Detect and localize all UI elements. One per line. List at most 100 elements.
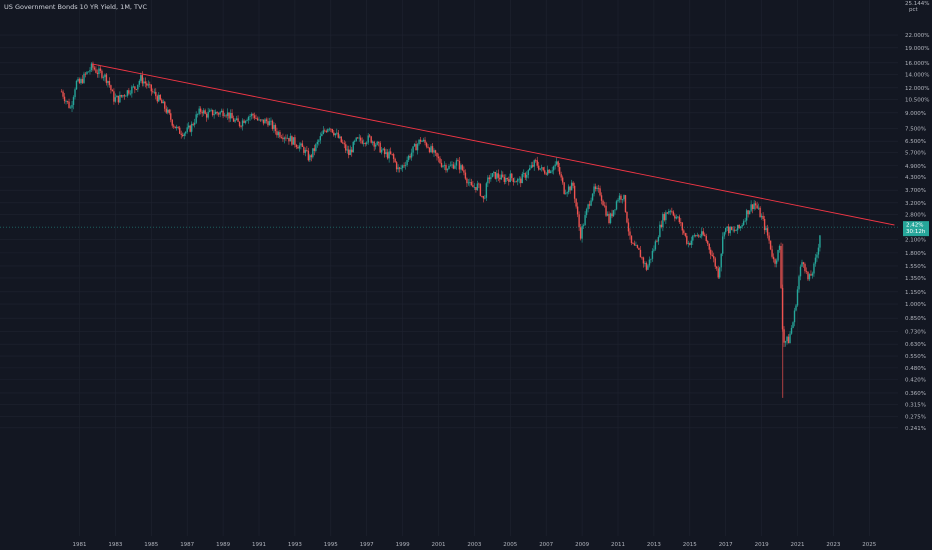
- candle-body: [155, 91, 157, 97]
- candle-body: [342, 142, 344, 144]
- candle-body: [554, 164, 556, 167]
- candle-body: [485, 183, 488, 198]
- candle-body: [179, 127, 181, 134]
- candle-body: [173, 125, 175, 127]
- candle-body: [666, 212, 669, 214]
- candle-body: [449, 165, 452, 167]
- candle-body: [146, 83, 148, 86]
- candle-body: [467, 182, 470, 184]
- candle-body: [720, 253, 722, 268]
- candle-body: [596, 187, 598, 189]
- y-tick-label: 0.241%: [905, 426, 926, 432]
- candle-body: [692, 235, 694, 241]
- candle-body: [201, 111, 203, 114]
- candle-body: [585, 209, 588, 216]
- candle-body: [810, 274, 812, 276]
- candle-body: [473, 187, 476, 188]
- candle-body: [81, 79, 84, 83]
- candle-body: [339, 136, 341, 138]
- candle-body: [727, 226, 730, 234]
- x-tick-label: 2015: [683, 542, 697, 548]
- candle-body: [180, 133, 182, 135]
- candle-body: [294, 137, 296, 145]
- candle-body: [307, 150, 310, 161]
- candle-body: [647, 265, 649, 270]
- candle-body: [443, 165, 446, 166]
- candle-body: [204, 110, 206, 114]
- candle-body: [802, 262, 805, 265]
- candle-body: [80, 79, 82, 84]
- y-axis[interactable]: 22.000% 19.000% 16.000% 14.000% 12.000% 10.50…: [905, 33, 929, 432]
- candle-body: [817, 247, 820, 255]
- candle-body: [735, 230, 737, 232]
- candle-body: [123, 95, 126, 97]
- candle-body: [445, 165, 447, 171]
- candle-body: [86, 71, 88, 75]
- candle-body: [340, 136, 342, 143]
- candle-body: [322, 130, 325, 134]
- candle-body: [235, 118, 238, 120]
- candle-body: [494, 171, 497, 179]
- candle-body: [246, 120, 248, 121]
- candle-body: [681, 222, 684, 231]
- y-tick-label: 4.300%: [905, 175, 926, 181]
- candle-body: [325, 130, 328, 132]
- y-tick-label: 0.850%: [905, 316, 926, 322]
- candle-body: [725, 227, 727, 233]
- candle-body: [249, 116, 251, 117]
- candle-body: [745, 210, 748, 221]
- candle-body: [572, 182, 574, 186]
- candle-body: [792, 322, 794, 328]
- x-tick-label: 1983: [108, 542, 122, 548]
- candle-body: [363, 142, 365, 144]
- candle-body: [374, 144, 377, 147]
- candle-body: [268, 121, 271, 126]
- candle-body: [388, 151, 390, 159]
- candle-body: [66, 101, 69, 102]
- candle-body: [368, 135, 371, 137]
- candle-body: [401, 165, 404, 169]
- candle-body: [247, 116, 250, 121]
- candle-body: [514, 181, 516, 183]
- candle-body: [684, 233, 687, 236]
- candle-body: [213, 114, 215, 116]
- candle-body: [638, 247, 640, 250]
- candle-body: [195, 114, 197, 123]
- candle-body: [641, 257, 643, 259]
- x-axis[interactable]: 1981 1983 1985 1987 1989 1991 1993 1995 1997 1999…: [73, 542, 877, 548]
- y-tick-label: 5.700%: [905, 151, 926, 157]
- x-tick-label: 2025: [862, 542, 876, 548]
- candle-body: [232, 118, 235, 122]
- candle-body: [427, 146, 429, 148]
- candle-body: [766, 228, 769, 236]
- candle-body: [672, 211, 675, 216]
- candle-body: [277, 132, 280, 136]
- candle-body: [816, 254, 818, 258]
- candle-body: [783, 329, 785, 343]
- candle-body: [594, 186, 597, 189]
- candle-body: [632, 242, 634, 244]
- candle-body: [582, 225, 585, 227]
- candle-body: [454, 165, 456, 169]
- candle-body: [187, 125, 190, 128]
- candle-body: [804, 264, 806, 272]
- candle-body: [722, 236, 724, 254]
- candle-body: [605, 205, 607, 216]
- candle-body: [686, 235, 688, 244]
- y-tick-label: 2.800%: [905, 212, 926, 218]
- candle-body: [416, 144, 419, 151]
- candle-body: [412, 146, 414, 153]
- candle-body: [421, 141, 423, 142]
- candle-body: [760, 215, 763, 218]
- candle-body: [437, 156, 440, 159]
- candle-body: [530, 165, 532, 168]
- candle-body: [383, 148, 386, 155]
- candle-body: [69, 107, 72, 109]
- candle-body: [250, 113, 253, 117]
- candle-body: [300, 143, 302, 146]
- y-tick-label: 0.550%: [905, 354, 926, 360]
- candle-body: [280, 137, 283, 138]
- candle-body: [244, 120, 247, 123]
- candle-body: [811, 273, 814, 276]
